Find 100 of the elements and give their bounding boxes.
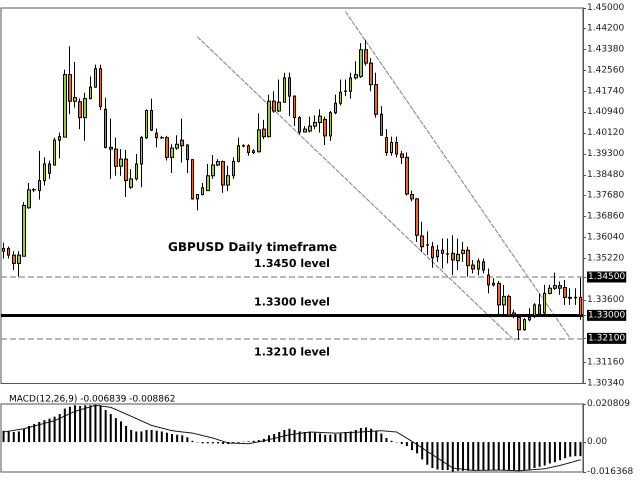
y-tick-label: 1.31160: [587, 357, 624, 368]
candlestick: [395, 136, 398, 158]
bar: [156, 430, 158, 442]
bar: [564, 442, 566, 458]
candlestick: [104, 97, 107, 149]
candlestick: [426, 230, 429, 256]
bar: [354, 430, 357, 442]
bar: [554, 442, 556, 462]
candlestick: [441, 238, 444, 269]
bar: [548, 442, 551, 464]
bar: [130, 430, 132, 442]
bar: [410, 442, 413, 450]
bar: [288, 428, 290, 442]
bar: [140, 431, 142, 442]
ref-line-label: 1.3450 level: [254, 256, 330, 270]
bar: [54, 416, 56, 442]
bar: [298, 431, 301, 442]
candlestick: [339, 78, 342, 106]
bar: [534, 442, 536, 468]
candlestick: [135, 154, 138, 182]
candlestick: [155, 128, 158, 148]
bar: [380, 433, 382, 442]
bar: [278, 432, 280, 442]
candlestick: [420, 221, 424, 252]
bar: [574, 442, 576, 456]
y-tick-label: 1.33000: [588, 310, 626, 320]
candlestick: [191, 159, 194, 200]
candlestick: [329, 110, 332, 142]
bar: [160, 431, 163, 442]
candlestick: [58, 132, 61, 159]
candlestick: [252, 148, 255, 154]
candlestick: [293, 94, 296, 127]
y-tick-label: 1.35220: [587, 254, 624, 264]
bar: [344, 432, 347, 442]
y-tick-label: 1.44200: [587, 23, 624, 34]
bar: [569, 442, 572, 457]
candlestick: [2, 242, 5, 260]
candlestick: [196, 193, 199, 211]
bar: [334, 434, 336, 442]
text: GBPUSD Daily timeframe: [168, 240, 337, 254]
y-tick-label: 1.33600: [587, 295, 624, 305]
bar: [431, 442, 434, 468]
bar: [176, 434, 178, 442]
y-tick-label: 1.40940: [587, 106, 624, 117]
candlestick: [283, 72, 286, 104]
candlestick: [94, 64, 97, 88]
y-tick-label: 1.42560: [587, 66, 624, 76]
bar: [370, 428, 372, 442]
candlestick: [487, 268, 490, 294]
candlestick: [477, 258, 480, 276]
candlestick: [99, 64, 102, 110]
candlestick: [482, 258, 485, 274]
candlestick: [298, 116, 301, 135]
chart-title: MACD(12,26,9) -0.006839 -0.008862: [9, 394, 176, 404]
y-tick-label: 1.41740: [587, 86, 624, 96]
line-series: [3, 404, 581, 472]
candlestick: [492, 278, 495, 288]
candlestick: [186, 144, 189, 174]
bar: [18, 431, 20, 442]
y-tick-label: 1.40120: [587, 128, 624, 138]
bar: [58, 414, 61, 442]
bar: [416, 442, 418, 454]
bar: [294, 430, 296, 442]
bar: [166, 432, 168, 442]
bar: [135, 431, 138, 442]
bar: [12, 432, 15, 442]
candlestick: [89, 76, 92, 100]
candlestick: [7, 246, 10, 260]
candlestick: [436, 244, 439, 262]
candlestick: [43, 156, 46, 186]
bar: [110, 414, 112, 442]
bar: [150, 430, 153, 442]
bar: [559, 442, 562, 460]
bar: [33, 424, 36, 442]
y-tick-label: 1.45000: [587, 3, 624, 13]
bar: [283, 430, 286, 442]
bar: [426, 442, 428, 465]
y-tick-label: 1.36860: [587, 211, 624, 222]
candlestick: [344, 78, 347, 97]
bar: [375, 430, 378, 442]
candlestick: [237, 137, 240, 163]
bar: [186, 437, 188, 442]
bar: [114, 418, 117, 442]
candlestick: [385, 128, 388, 156]
candlestick: [48, 160, 51, 180]
bar: [385, 438, 388, 442]
candlestick: [380, 106, 383, 136]
candlestick: [150, 98, 153, 132]
bar: [538, 442, 541, 467]
bar: [171, 434, 174, 442]
y-tick-label: 1.43380: [587, 44, 624, 54]
bar: [319, 433, 322, 442]
bar: [120, 421, 122, 442]
bar: [28, 426, 30, 442]
ref-line-label: 1.3300 level: [254, 295, 330, 308]
y-tick-label: 1.38480: [587, 170, 624, 180]
y-tick-label: 0.00: [587, 437, 608, 448]
candlestick: [201, 182, 204, 196]
candlestick: [431, 241, 434, 268]
bar: [544, 442, 546, 466]
